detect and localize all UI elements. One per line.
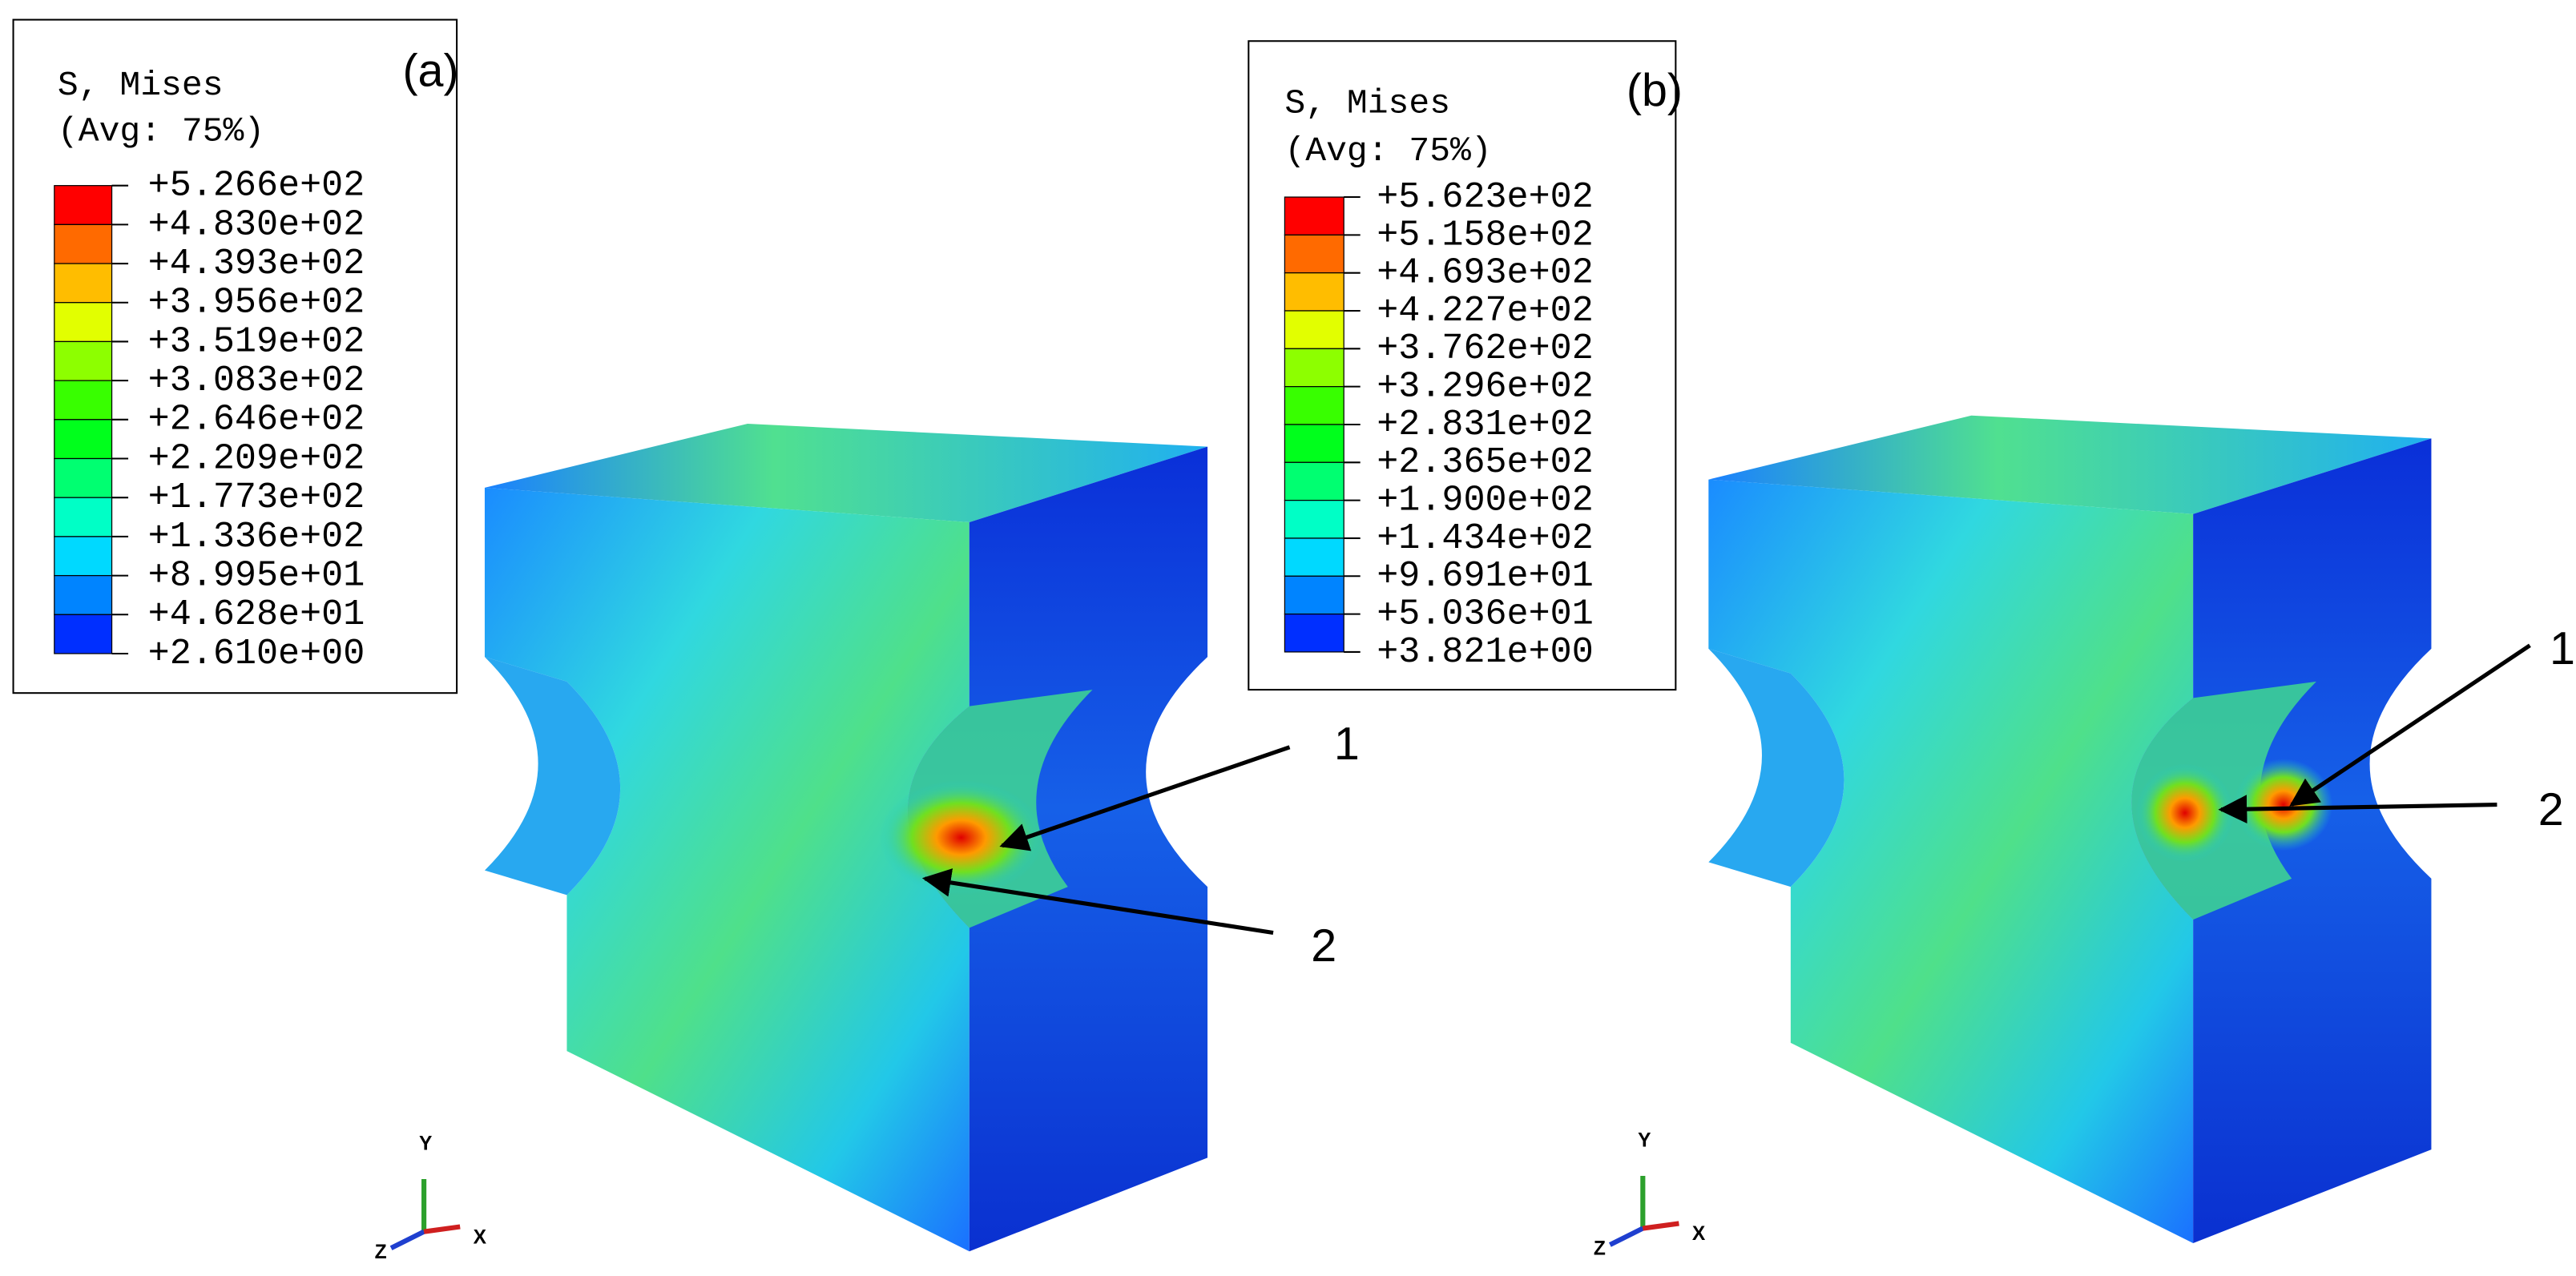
triad-label: X — [474, 1226, 487, 1248]
annotation-label: 2 — [2538, 784, 2564, 835]
triad-z — [1608, 1226, 1644, 1247]
legend-value: +5.036e+01 — [1377, 594, 1594, 635]
legend-subtitle: (Avg: 75%) — [1284, 131, 1491, 171]
legend-band — [54, 380, 113, 421]
triad-label: Z — [375, 1242, 387, 1263]
panel-label: (b) — [1627, 65, 1683, 116]
model-front-face — [1708, 479, 2194, 1243]
legend-value: +8.995e+01 — [148, 554, 365, 596]
legend-value: +2.646e+02 — [148, 399, 365, 441]
legend-band — [1284, 272, 1344, 312]
legend-value: +1.773e+02 — [148, 477, 365, 518]
legend-subtitle: (Avg: 75%) — [58, 111, 264, 151]
legend-band — [54, 457, 113, 498]
fe-model — [484, 423, 1208, 1252]
legend-band — [54, 614, 113, 654]
legend-band — [54, 340, 113, 381]
legend-band — [1284, 196, 1344, 235]
legend-band — [1284, 424, 1344, 463]
legend-value: +4.693e+02 — [1377, 252, 1594, 294]
panel-label: (a) — [402, 45, 458, 96]
legend-value: +3.821e+00 — [1377, 631, 1594, 673]
legend-value: +4.393e+02 — [148, 243, 365, 284]
annotation-arrow — [2218, 795, 2497, 824]
annotation-arrow — [2289, 643, 2531, 807]
legend-value: +3.519e+02 — [148, 320, 365, 362]
legend-value: +9.691e+01 — [1377, 555, 1594, 597]
legend-band — [54, 536, 113, 577]
legend-value: +2.365e+02 — [1377, 441, 1594, 483]
legend-value: +1.900e+02 — [1377, 480, 1594, 521]
legend-band — [1284, 500, 1344, 539]
stress-hotspot — [2234, 759, 2333, 851]
annotation-arrow — [921, 868, 1274, 936]
legend-band — [1284, 310, 1344, 349]
legend-value: +3.296e+02 — [1377, 366, 1594, 408]
legend-value: +3.762e+02 — [1377, 328, 1594, 369]
triad-x — [1642, 1221, 1679, 1231]
model-top-face — [1708, 415, 2432, 514]
annotation-label: 1 — [2550, 623, 2575, 674]
stress-hotspot — [879, 779, 1044, 896]
legend-band — [1284, 386, 1344, 425]
legend-value: +4.830e+02 — [148, 203, 365, 245]
legend-band — [1284, 613, 1344, 653]
panel: S, Mises (Avg: 75%) (b) +5.623e+02+5.158e+0… — [1248, 40, 2575, 1260]
triad-x — [423, 1224, 461, 1234]
annotation-label: 1 — [1334, 719, 1360, 770]
legend-band — [1284, 234, 1344, 274]
triad-label: Y — [1638, 1129, 1651, 1151]
legend-band — [54, 263, 113, 304]
legend-band — [54, 185, 113, 225]
triad-label: Y — [419, 1133, 432, 1154]
legend-value: +2.831e+02 — [1377, 404, 1594, 445]
legend-value: +3.956e+02 — [148, 282, 365, 324]
legend-value: +4.628e+01 — [148, 594, 365, 635]
annotation-label: 2 — [1311, 920, 1336, 972]
triad-z — [389, 1229, 425, 1250]
legend-value: +3.083e+02 — [148, 360, 365, 401]
legend-band — [54, 497, 113, 537]
stress-hotspot — [2135, 763, 2235, 863]
legend-value: +2.610e+00 — [148, 633, 365, 674]
legend-title: S, Mises — [1284, 84, 1450, 123]
legend-value: +5.623e+02 — [1377, 176, 1594, 218]
legend-value: +1.434e+02 — [1377, 517, 1594, 559]
legend-band — [1284, 537, 1344, 577]
model-notch-left — [484, 657, 621, 896]
triad-label: X — [1692, 1223, 1706, 1245]
legend-title: S, Mises — [58, 66, 224, 105]
model-notch-left — [1708, 648, 1844, 888]
legend-value: +2.209e+02 — [148, 437, 365, 479]
legend-band — [54, 223, 113, 264]
legend-value: +4.227e+02 — [1377, 290, 1594, 332]
fe-model — [1708, 415, 2432, 1243]
legend-value: +5.158e+02 — [1377, 214, 1594, 256]
triad-label: Z — [1594, 1238, 1606, 1260]
annotation-arrow — [999, 745, 1291, 851]
legend-band — [1284, 348, 1344, 388]
legend-band — [1284, 461, 1344, 501]
legend-value: +5.266e+02 — [148, 165, 365, 207]
model-front-face — [484, 487, 970, 1252]
legend-band — [54, 574, 113, 615]
panel: S, Mises (Avg: 75%) (a) +5.266e+02+4.830e+0… — [12, 18, 1360, 1263]
legend-band — [1284, 575, 1344, 615]
model-side-face — [907, 446, 1208, 1252]
legend-band — [54, 302, 113, 343]
legend-band — [54, 419, 113, 460]
model-top-face — [484, 423, 1208, 522]
legend-value: +1.336e+02 — [148, 516, 365, 557]
